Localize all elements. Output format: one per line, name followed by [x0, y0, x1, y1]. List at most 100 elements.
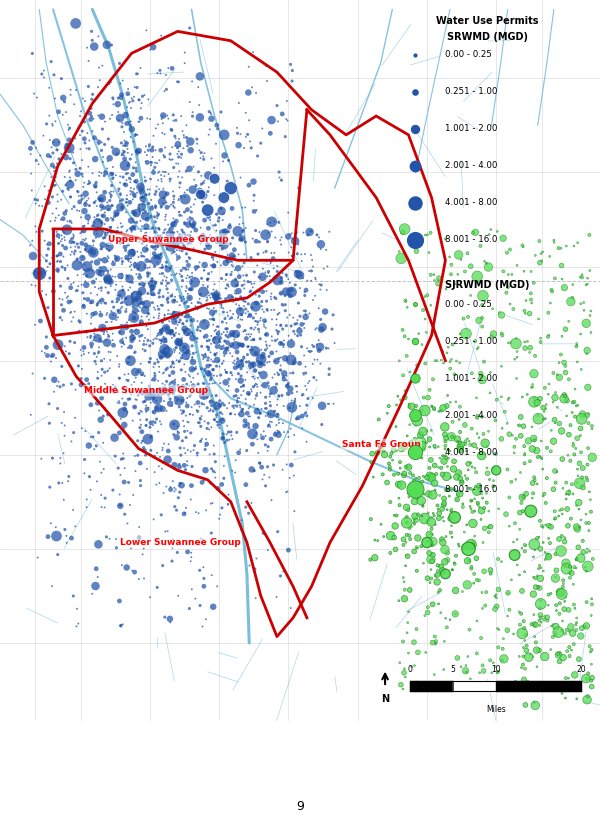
- Point: [548, 618, 558, 631]
- Point: [98, 59, 107, 73]
- Point: [442, 621, 452, 634]
- Point: [261, 228, 271, 241]
- Point: [62, 138, 71, 151]
- Point: [99, 209, 109, 222]
- Point: [116, 270, 125, 283]
- Point: [137, 237, 147, 250]
- Point: [458, 497, 467, 510]
- Point: [230, 354, 239, 367]
- Point: [290, 395, 299, 408]
- Point: [118, 337, 128, 350]
- Point: [145, 591, 155, 604]
- Point: [85, 134, 94, 147]
- Point: [204, 384, 214, 397]
- Point: [481, 586, 491, 599]
- Point: [539, 405, 549, 418]
- Point: [295, 269, 305, 282]
- Point: [220, 363, 230, 377]
- Point: [175, 346, 185, 359]
- Point: [281, 486, 291, 499]
- Point: [433, 569, 442, 582]
- Point: [234, 447, 244, 460]
- Point: [555, 655, 565, 668]
- Point: [576, 422, 586, 435]
- Point: [273, 327, 283, 340]
- Point: [123, 253, 133, 266]
- Point: [78, 251, 88, 264]
- Point: [434, 586, 443, 599]
- Point: [455, 443, 465, 456]
- Point: [399, 469, 409, 482]
- Point: [131, 267, 141, 280]
- Point: [80, 263, 89, 276]
- Point: [527, 297, 536, 310]
- Point: [394, 478, 403, 491]
- Point: [160, 343, 169, 356]
- Point: [205, 123, 215, 136]
- Point: [165, 612, 175, 625]
- Point: [119, 418, 129, 431]
- Point: [503, 587, 512, 600]
- Point: [112, 206, 121, 219]
- Point: [205, 105, 214, 118]
- Point: [162, 200, 172, 214]
- Point: [200, 318, 209, 331]
- Point: [413, 541, 422, 554]
- Point: [118, 220, 127, 233]
- Point: [138, 316, 148, 329]
- Point: [28, 47, 37, 60]
- Point: [94, 347, 103, 360]
- Point: [433, 440, 443, 453]
- Point: [227, 249, 237, 262]
- Point: [231, 292, 241, 305]
- Point: [470, 492, 479, 505]
- Point: [302, 274, 312, 287]
- Point: [235, 270, 244, 283]
- Point: [67, 315, 76, 328]
- Point: [160, 525, 170, 538]
- Point: [185, 602, 194, 615]
- Point: [464, 554, 474, 567]
- Point: [55, 293, 64, 306]
- Point: [136, 102, 146, 115]
- Point: [569, 448, 579, 461]
- Point: [190, 217, 199, 230]
- Point: [158, 196, 168, 209]
- Point: [229, 326, 239, 339]
- Point: [151, 249, 160, 262]
- Point: [181, 396, 191, 409]
- Point: [178, 414, 188, 427]
- Point: [88, 430, 98, 443]
- Point: [269, 262, 278, 275]
- Point: [90, 280, 100, 293]
- Text: 0.00 - 0.25: 0.00 - 0.25: [445, 51, 492, 59]
- Point: [301, 284, 311, 297]
- Point: [112, 278, 121, 291]
- Point: [152, 256, 162, 269]
- Point: [215, 335, 224, 348]
- Point: [52, 136, 61, 149]
- Point: [134, 146, 144, 159]
- Point: [255, 457, 265, 470]
- Point: [587, 420, 596, 433]
- Point: [95, 398, 104, 411]
- Point: [536, 451, 546, 464]
- Point: [455, 400, 465, 413]
- Point: [208, 395, 218, 408]
- Point: [128, 243, 138, 256]
- Point: [232, 121, 242, 134]
- Point: [535, 235, 544, 248]
- Point: [530, 620, 539, 633]
- Point: [168, 218, 178, 231]
- Point: [197, 397, 207, 410]
- Point: [529, 368, 539, 381]
- Point: [155, 67, 165, 80]
- Point: [292, 226, 302, 239]
- Point: [195, 184, 205, 197]
- Point: [424, 487, 434, 500]
- Point: [562, 645, 572, 658]
- Point: [479, 565, 489, 578]
- Point: [435, 452, 445, 465]
- Point: [175, 337, 185, 350]
- Point: [307, 264, 316, 277]
